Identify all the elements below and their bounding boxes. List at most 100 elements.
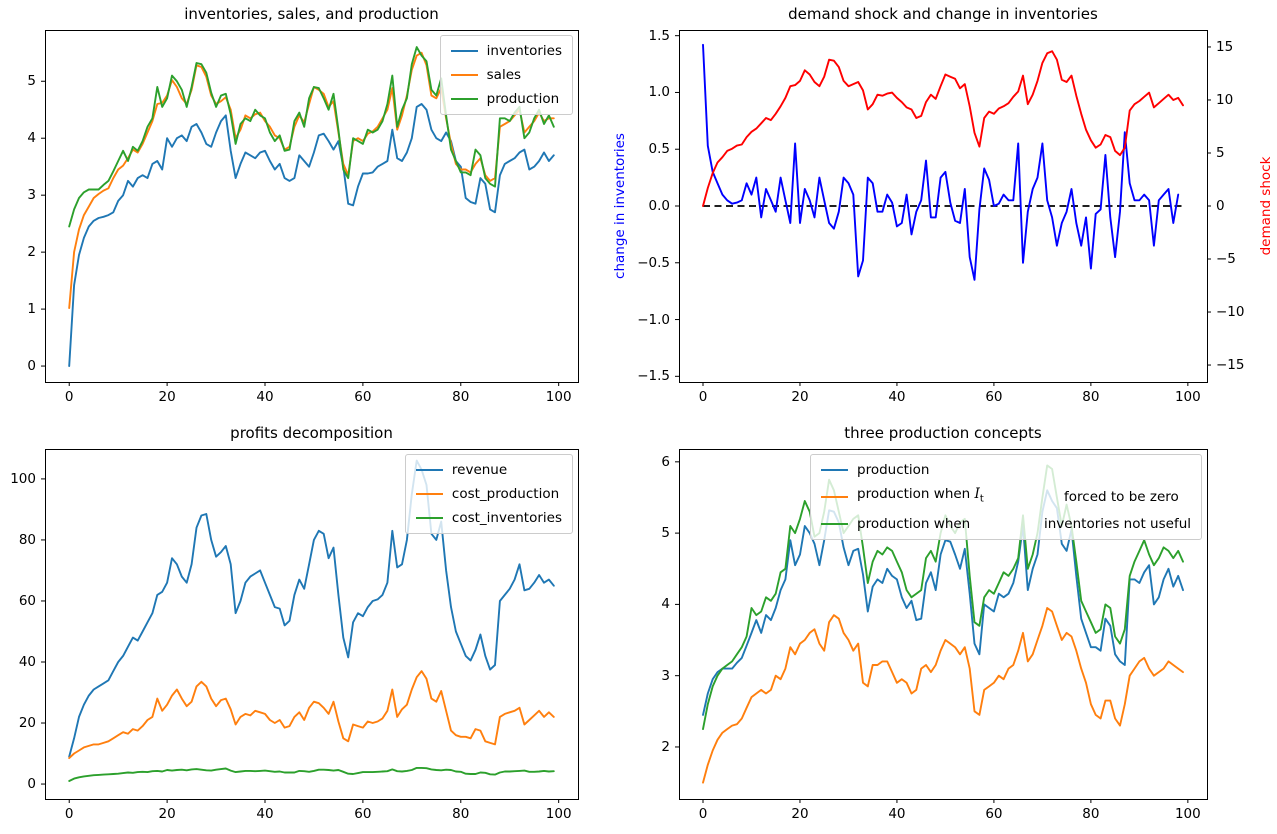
x-tick-label: 0 (64, 389, 74, 405)
y-tick-label: 15 (1216, 38, 1234, 55)
y-tick-label: 4 (27, 130, 36, 147)
x-tick-label: 60 (354, 806, 372, 822)
x-tick-label: 0 (698, 389, 708, 405)
y-tick-label: 5 (27, 73, 36, 90)
y-tick-label: 2 (27, 244, 36, 261)
line-production-when-i-t-forced-to-be-zero (702, 607, 1184, 784)
y-tick-label: 100 (10, 470, 36, 487)
y-tick-label: 0.5 (648, 141, 670, 158)
y-tick-label: 0 (27, 776, 36, 793)
legend-item-cost-production: cost_production (415, 485, 562, 503)
x-tick-label: 100 (1174, 806, 1201, 822)
legend-line-sample (450, 74, 478, 76)
y-tick-label: −1.0 (637, 311, 670, 328)
y-tick-label: 40 (18, 653, 36, 670)
legend-line-sample (450, 50, 478, 52)
legend-label: production when It (857, 486, 984, 505)
legend-label: production when (857, 515, 971, 532)
panel-title-demand-shock: demand shock and change in inventories (788, 5, 1098, 23)
panel-title-inventories-sales-production: inventories, sales, and production (184, 5, 439, 23)
y-tick-label: 1 (27, 301, 36, 318)
y-tick-label: 3 (27, 187, 36, 204)
y-tick-label: 4 (661, 596, 670, 613)
legend-item-production: production (450, 90, 562, 108)
legend-label: inventories (486, 43, 562, 59)
legend-item-production-when-inventories-not-useful: production when inventories not useful (821, 515, 1191, 533)
y-tick-label: 5 (661, 525, 670, 542)
x-tick-label: 40 (888, 806, 906, 822)
x-tick-label: 80 (452, 389, 470, 405)
legend-label: production (857, 462, 930, 478)
line-production (68, 46, 555, 228)
x-tick-label: 20 (791, 806, 809, 822)
y-tick-label: 80 (18, 531, 36, 548)
legend-line-sample (821, 522, 848, 525)
y-tick-label: 10 (1216, 91, 1234, 108)
line-production (702, 489, 1184, 716)
y-tick-label: 2 (661, 738, 670, 755)
x-tick-label: 60 (985, 389, 1003, 405)
legend-label-right-column: inventories not useful (1044, 515, 1191, 532)
x-tick-label: 80 (452, 806, 470, 822)
x-tick-label: 40 (888, 389, 906, 405)
line-sales (68, 51, 555, 309)
y-tick-label: 3 (661, 667, 670, 684)
axes-spines (679, 30, 1208, 383)
legend-label: sales (486, 67, 522, 83)
legend-line-sample (415, 469, 443, 471)
x-tick-label: 20 (791, 389, 809, 405)
x-tick-label: 100 (545, 806, 572, 822)
y-tick-label: 1.0 (648, 84, 670, 101)
line-cost-inventories (68, 766, 555, 782)
line-demand-shock (702, 50, 1184, 207)
legend-label-right-column: forced to be zero (1064, 488, 1179, 505)
x-tick-label: 100 (545, 389, 572, 405)
legend-line-sample (450, 98, 478, 100)
legend-item-inventories: inventories (450, 42, 562, 60)
x-tick-label: 80 (1082, 806, 1100, 822)
y-tick-label: 6 (661, 453, 670, 470)
legend-label: cost_production (451, 486, 560, 502)
line-inventories (68, 103, 555, 368)
x-tick-label: 60 (985, 806, 1003, 822)
line-revenue (68, 459, 555, 758)
legend-label: revenue (451, 462, 508, 478)
legend-line-sample (821, 469, 848, 471)
panel-title-profits-decomposition: profits decomposition (230, 424, 393, 442)
legend: production production when It forced to be… (810, 454, 1202, 540)
y-tick-label: −1.5 (637, 368, 670, 385)
x-tick-label: 60 (354, 389, 372, 405)
line-change-in-inventories (702, 43, 1180, 281)
x-tick-label: 80 (1082, 389, 1100, 405)
y-tick-label: −0.5 (637, 254, 670, 271)
y-tick-label: 0 (1216, 198, 1225, 214)
y-tick-label: 5 (1216, 144, 1225, 161)
panel-title-three-production-concepts: three production concepts (844, 424, 1042, 442)
legend: revenue cost_production cost_inventories (404, 454, 573, 534)
x-tick-label: 20 (158, 389, 176, 405)
y-tick-label: 0 (27, 358, 36, 375)
legend-line-sample (415, 517, 443, 519)
legend-item-production: production (821, 461, 1191, 479)
line-cost-production (68, 670, 555, 760)
y-tick-label: 1.5 (648, 27, 670, 44)
y-tick-label: 0.0 (648, 198, 670, 214)
legend-item-cost-inventories: cost_inventories (415, 509, 562, 527)
y-tick-label: 20 (18, 715, 36, 732)
math-subscript: t (979, 493, 984, 505)
legend-item-sales: sales (450, 66, 562, 84)
y-tick-label: −5 (1216, 251, 1236, 267)
x-tick-label: 100 (1174, 389, 1201, 405)
y-tick-label: 60 (18, 592, 36, 609)
x-tick-label: 40 (256, 806, 274, 822)
legend-item-production-when-i-t-forced-to-be-zero: production when It forced to be zero (821, 485, 1191, 509)
x-tick-label: 40 (256, 389, 274, 405)
legend-line-sample (415, 493, 443, 495)
axes-spines (45, 30, 579, 383)
axes-spines (45, 449, 579, 800)
x-tick-label: 0 (64, 806, 74, 822)
legend-line-sample (821, 495, 848, 498)
x-tick-label: 20 (158, 806, 176, 822)
axes-spines (679, 449, 1208, 800)
